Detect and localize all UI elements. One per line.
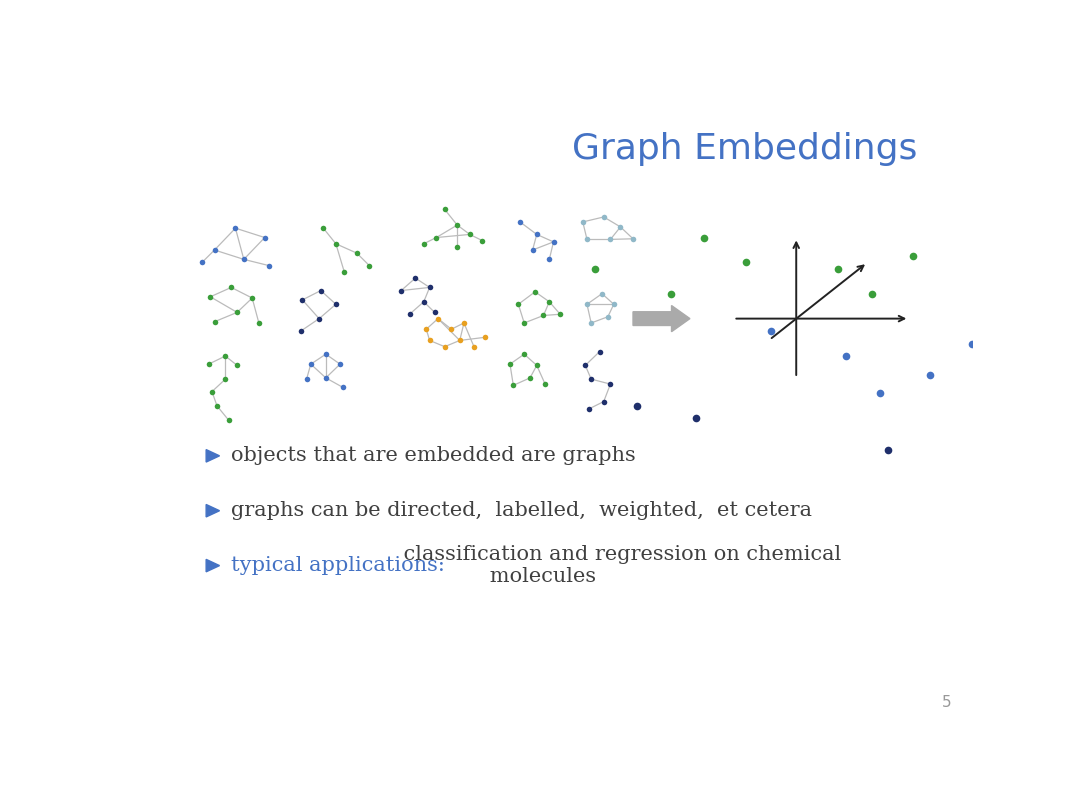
Text: 5: 5 (942, 695, 951, 710)
Text: objects that are embedded are graphs: objects that are embedded are graphs (231, 446, 636, 465)
Text: typical applications:: typical applications: (231, 556, 445, 575)
FancyArrow shape (633, 305, 690, 332)
Polygon shape (206, 505, 219, 517)
Text: classification and regression on chemical
              molecules: classification and regression on chemica… (397, 545, 841, 586)
Text: graphs can be directed,  labelled,  weighted,  et cetera: graphs can be directed, labelled, weight… (231, 501, 812, 520)
Polygon shape (206, 560, 219, 572)
Text: Graph Embeddings: Graph Embeddings (572, 131, 918, 165)
Polygon shape (206, 450, 219, 462)
